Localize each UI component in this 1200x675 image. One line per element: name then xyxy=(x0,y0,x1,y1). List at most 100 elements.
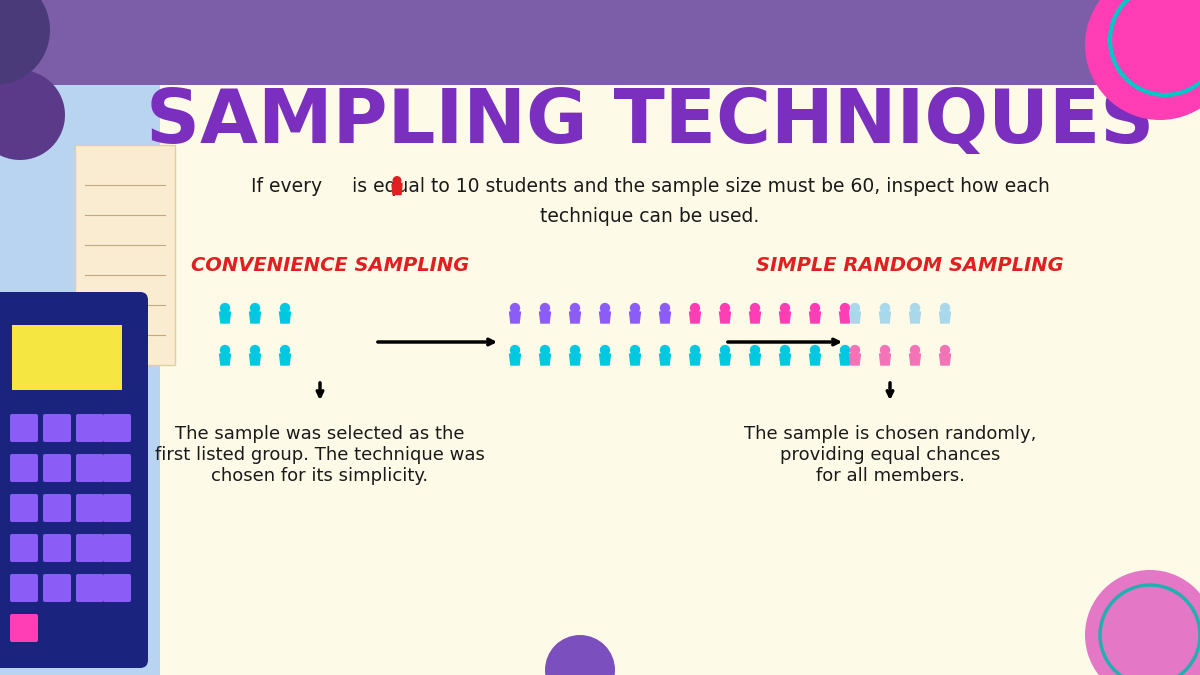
Circle shape xyxy=(510,345,521,355)
Polygon shape xyxy=(850,354,860,365)
Circle shape xyxy=(392,176,402,185)
Polygon shape xyxy=(940,354,950,365)
Polygon shape xyxy=(940,312,950,323)
Polygon shape xyxy=(780,354,791,365)
Circle shape xyxy=(220,345,230,355)
FancyBboxPatch shape xyxy=(103,414,131,442)
Polygon shape xyxy=(880,312,890,323)
Circle shape xyxy=(810,303,821,313)
Polygon shape xyxy=(810,312,821,323)
FancyBboxPatch shape xyxy=(74,145,175,365)
Polygon shape xyxy=(280,312,290,323)
Circle shape xyxy=(1085,570,1200,675)
Bar xyxy=(12,325,122,390)
Polygon shape xyxy=(220,312,230,323)
Polygon shape xyxy=(850,312,860,323)
Circle shape xyxy=(910,345,920,355)
Text: SIMPLE RANDOM SAMPLING: SIMPLE RANDOM SAMPLING xyxy=(756,256,1064,275)
Polygon shape xyxy=(630,312,641,323)
FancyBboxPatch shape xyxy=(10,574,38,602)
Circle shape xyxy=(720,303,730,313)
Circle shape xyxy=(600,303,611,313)
Polygon shape xyxy=(392,184,402,194)
Polygon shape xyxy=(720,312,731,323)
Polygon shape xyxy=(910,312,920,323)
FancyBboxPatch shape xyxy=(10,614,38,642)
Polygon shape xyxy=(220,354,230,365)
Circle shape xyxy=(750,345,761,355)
Polygon shape xyxy=(510,354,521,365)
FancyBboxPatch shape xyxy=(43,494,71,522)
Polygon shape xyxy=(250,312,260,323)
FancyBboxPatch shape xyxy=(10,534,38,562)
Text: If every     is equal to 10 students and the sample size must be 60, inspect how: If every is equal to 10 students and the… xyxy=(251,178,1050,196)
FancyBboxPatch shape xyxy=(76,414,104,442)
FancyBboxPatch shape xyxy=(103,454,131,482)
Circle shape xyxy=(280,345,290,355)
Text: ★: ★ xyxy=(391,178,403,192)
Polygon shape xyxy=(810,354,821,365)
FancyBboxPatch shape xyxy=(10,414,38,442)
Text: The sample was selected as the
first listed group. The technique was
chosen for : The sample was selected as the first lis… xyxy=(155,425,485,485)
Circle shape xyxy=(0,0,50,85)
Polygon shape xyxy=(690,312,701,323)
Circle shape xyxy=(630,303,641,313)
Circle shape xyxy=(540,345,551,355)
FancyBboxPatch shape xyxy=(103,534,131,562)
Bar xyxy=(0,0,1200,85)
Circle shape xyxy=(630,345,641,355)
Polygon shape xyxy=(280,354,290,365)
Text: CONVENIENCE SAMPLING: CONVENIENCE SAMPLING xyxy=(191,256,469,275)
Polygon shape xyxy=(660,312,671,323)
Circle shape xyxy=(0,70,65,160)
Circle shape xyxy=(570,303,581,313)
Circle shape xyxy=(540,303,551,313)
FancyBboxPatch shape xyxy=(103,494,131,522)
FancyBboxPatch shape xyxy=(43,454,71,482)
Polygon shape xyxy=(910,354,920,365)
Circle shape xyxy=(840,345,850,355)
Text: technique can be used.: technique can be used. xyxy=(540,207,760,227)
Polygon shape xyxy=(750,312,761,323)
Circle shape xyxy=(600,345,611,355)
Polygon shape xyxy=(540,354,551,365)
Polygon shape xyxy=(840,354,851,365)
Circle shape xyxy=(660,303,671,313)
Circle shape xyxy=(720,345,730,355)
Circle shape xyxy=(510,303,521,313)
FancyBboxPatch shape xyxy=(10,454,38,482)
Circle shape xyxy=(850,345,860,355)
Polygon shape xyxy=(570,312,581,323)
Text: SAMPLING TECHNIQUES: SAMPLING TECHNIQUES xyxy=(146,86,1154,159)
Circle shape xyxy=(810,345,821,355)
FancyBboxPatch shape xyxy=(10,494,38,522)
Circle shape xyxy=(250,303,260,313)
Circle shape xyxy=(880,345,890,355)
Circle shape xyxy=(545,635,616,675)
FancyBboxPatch shape xyxy=(43,414,71,442)
Polygon shape xyxy=(750,354,761,365)
Circle shape xyxy=(940,345,950,355)
FancyBboxPatch shape xyxy=(43,574,71,602)
Polygon shape xyxy=(630,354,641,365)
FancyBboxPatch shape xyxy=(103,574,131,602)
FancyBboxPatch shape xyxy=(76,574,104,602)
Polygon shape xyxy=(880,354,890,365)
Circle shape xyxy=(880,303,890,313)
Circle shape xyxy=(1085,0,1200,120)
Polygon shape xyxy=(510,312,521,323)
Polygon shape xyxy=(720,354,731,365)
Circle shape xyxy=(690,303,701,313)
Polygon shape xyxy=(840,312,851,323)
Text: The sample is chosen randomly,
providing equal chances
for all members.: The sample is chosen randomly, providing… xyxy=(744,425,1036,485)
Polygon shape xyxy=(660,354,671,365)
Circle shape xyxy=(780,345,791,355)
FancyBboxPatch shape xyxy=(76,494,104,522)
Circle shape xyxy=(690,345,701,355)
Circle shape xyxy=(910,303,920,313)
Circle shape xyxy=(940,303,950,313)
Polygon shape xyxy=(250,354,260,365)
Polygon shape xyxy=(570,354,581,365)
Circle shape xyxy=(570,345,581,355)
Circle shape xyxy=(280,303,290,313)
